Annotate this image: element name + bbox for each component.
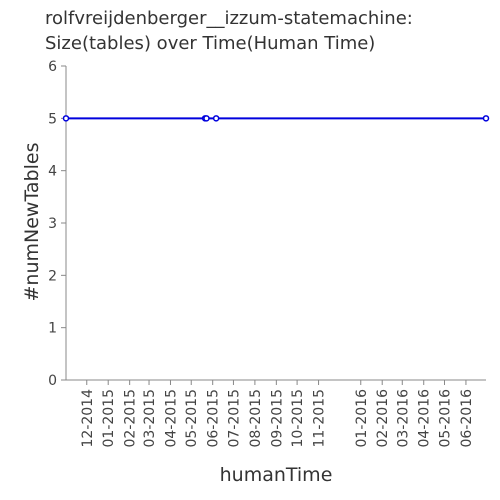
data-point [482,115,490,122]
series-group [62,115,490,122]
axes [65,66,486,381]
y-axis-label: #numNewTables [21,143,43,302]
y-tick-label: 5 [48,111,57,127]
x-tick-label: 06-2016 [459,389,475,448]
x-tick-label: 12-2014 [80,389,96,448]
x-tick-label: 03-2016 [395,389,411,448]
x-tick-label: 06-2015 [206,389,222,448]
x-tick-label: 04-2015 [163,389,179,448]
x-tick-label: 05-2016 [437,389,453,448]
x-tick-label: 01-2016 [354,389,370,448]
x-tick-label: 04-2016 [417,389,433,448]
x-axis-ticks: 12-2014 01-2015 02-2015 03-2015 04-2015 05-20… [80,380,475,448]
chart-title-line-1: rolfvreijdenberger__izzum-statemachine: [45,8,413,29]
chart-title-line-2: Size(tables) over Time(Human Time) [45,33,376,54]
x-tick-label: 10-2015 [290,389,306,448]
x-tick-label: 08-2015 [248,389,264,448]
x-tick-label: 07-2015 [226,389,242,448]
data-point [203,115,210,122]
data-point [212,115,220,122]
y-tick-label: 4 [48,164,57,180]
x-tick-label: 11-2015 [312,389,328,448]
x-tick-label: 05-2015 [184,389,200,448]
y-tick-label: 6 [48,59,57,75]
y-axis-ticks: 0 1 2 3 4 5 6 [48,59,66,389]
data-point [62,115,70,122]
y-tick-label: 1 [48,321,57,337]
y-tick-label: 2 [48,268,57,284]
x-tick-label: 01-2015 [101,389,117,448]
x-tick-label: 02-2016 [375,389,391,448]
y-tick-label: 0 [48,373,57,389]
chart-title: rolfvreijdenberger__izzum-statemachine: … [45,6,413,56]
x-tick-label: 03-2015 [142,389,158,448]
x-axis-label: humanTime [220,464,333,486]
y-tick-label: 3 [48,216,57,232]
x-tick-label: 09-2015 [269,389,285,448]
x-tick-label: 02-2015 [123,389,139,448]
